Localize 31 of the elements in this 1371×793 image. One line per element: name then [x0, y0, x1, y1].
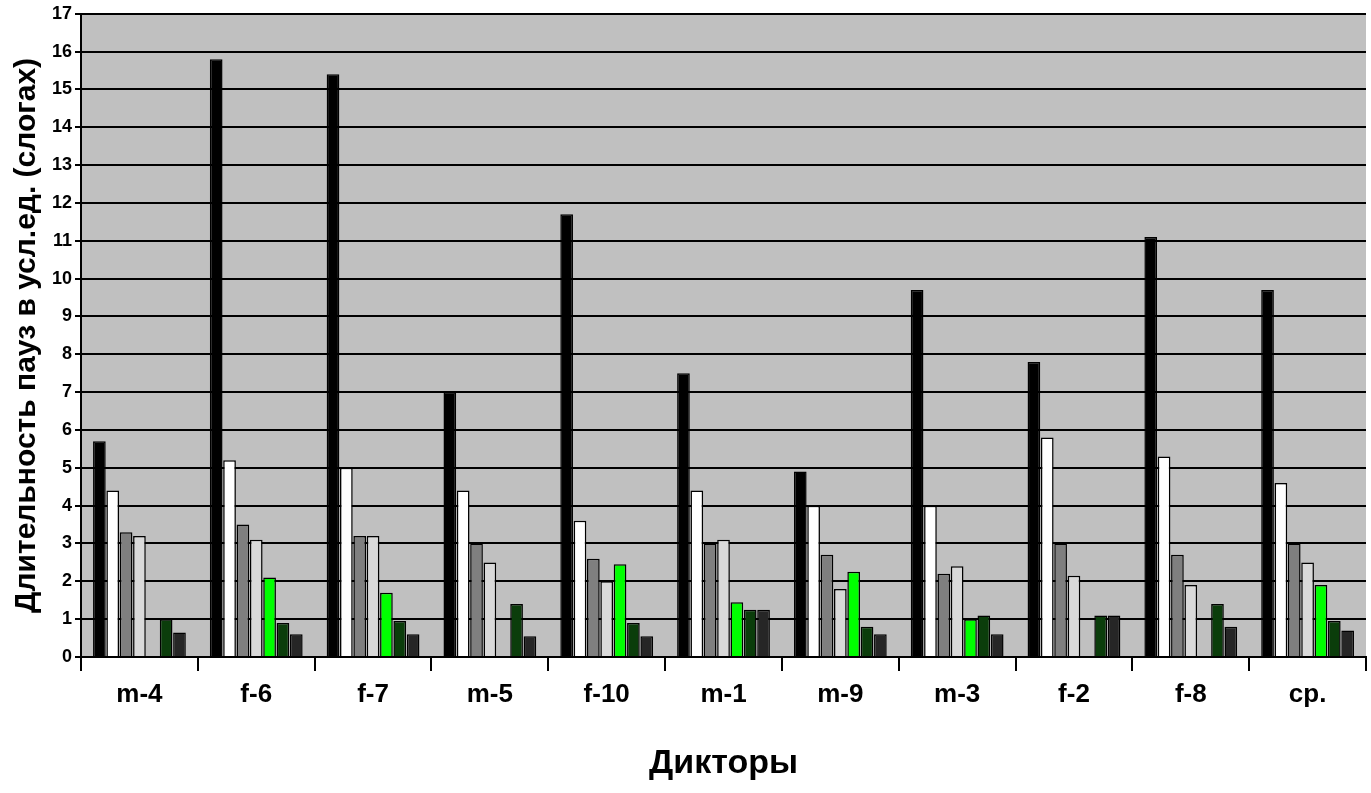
y-tick-label: 9	[62, 305, 73, 326]
y-tick-label: 0	[62, 645, 73, 666]
x-tick-label: f-6	[240, 677, 273, 708]
y-tick-label: 10	[51, 267, 73, 288]
x-tick-label: m-5	[466, 677, 513, 708]
y-tick-label: 11	[52, 229, 73, 250]
x-tick-label: f-10	[583, 677, 630, 708]
y-tick-label: 1	[62, 608, 73, 629]
x-tick-label: f-8	[1174, 677, 1207, 708]
y-tick-label: 4	[62, 494, 73, 515]
y-tick-label: 7	[62, 381, 73, 402]
x-tick-label: f-7	[357, 677, 389, 708]
y-tick-label: 8	[62, 343, 73, 364]
y-tick-label: 17	[51, 2, 73, 23]
x-tick-label: m-4	[116, 677, 164, 708]
x-tick-label: m-1	[700, 677, 747, 708]
x-tick-label: ср.	[1288, 677, 1327, 708]
y-tick-label: 5	[62, 456, 73, 477]
y-tick-label: 14	[51, 116, 73, 137]
y-tick-label: 2	[62, 570, 73, 591]
x-axis-title: Дикторы	[649, 741, 798, 780]
y-tick-label: 13	[51, 154, 73, 175]
y-tick-label: 3	[62, 532, 73, 553]
y-tick-label: 16	[51, 40, 73, 61]
y-tick-label: 6	[62, 418, 73, 439]
x-tick-label: m-9	[817, 677, 864, 708]
x-tick-label: m-3	[934, 677, 981, 708]
x-tick-label: f-2	[1058, 677, 1090, 708]
y-axis-title: Длительность пауз в усл.ед. (слогах)	[8, 57, 42, 613]
y-tick-label: 12	[51, 191, 73, 212]
y-tick-label: 15	[51, 78, 73, 99]
